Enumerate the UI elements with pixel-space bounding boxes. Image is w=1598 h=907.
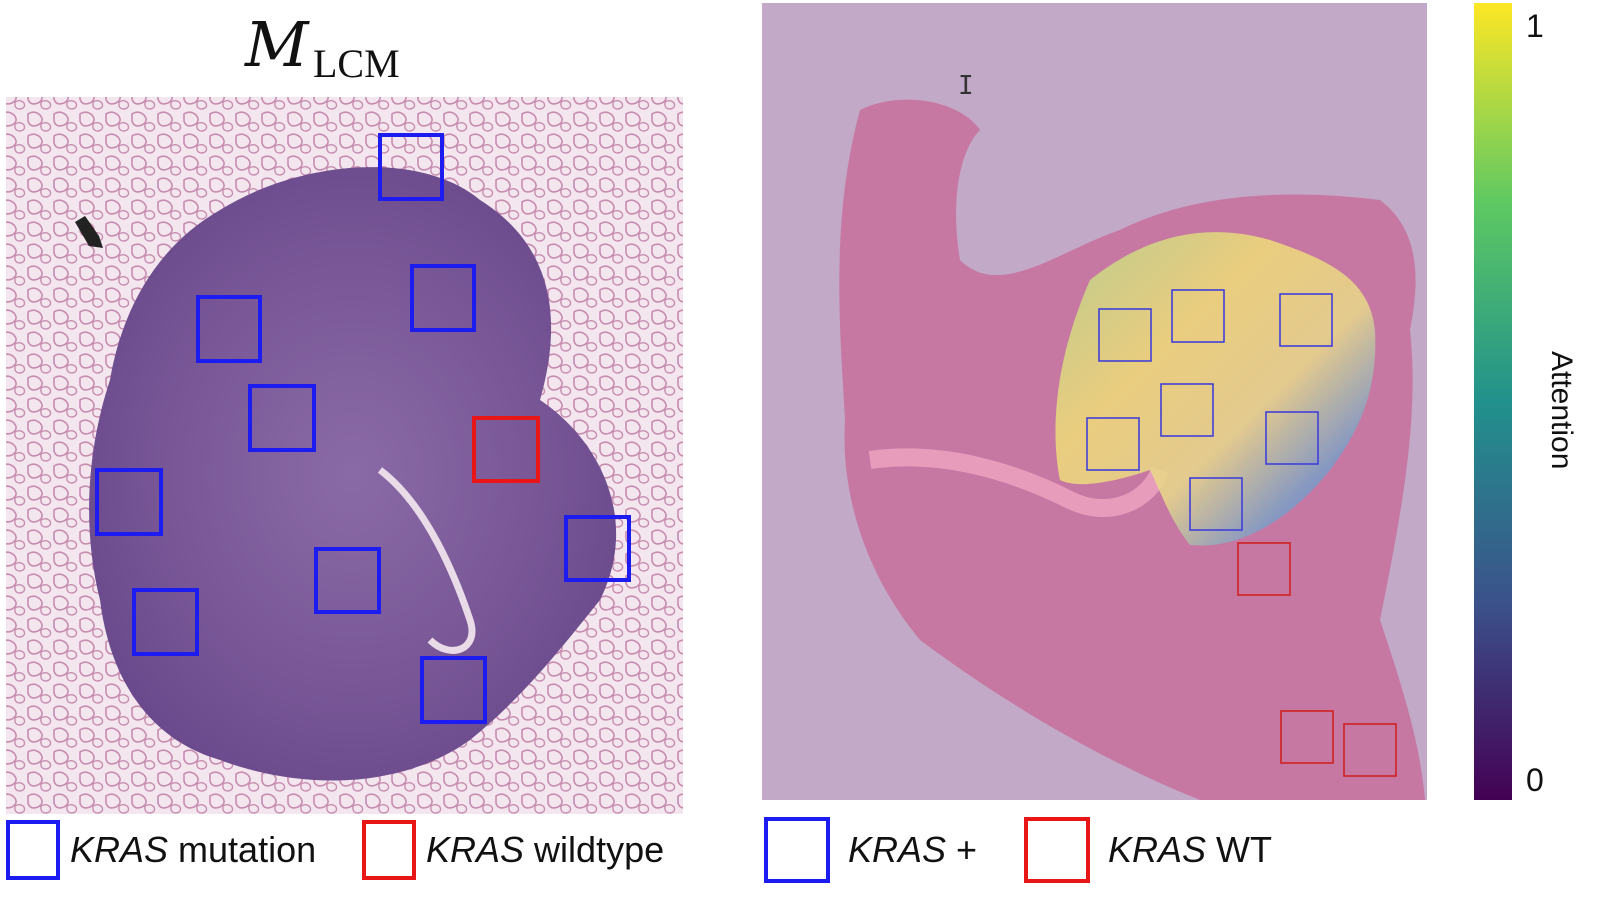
kras-positive-box [1279,293,1333,347]
cursor-icon: I [958,71,974,101]
colorbar-gradient [1474,3,1512,800]
kras-wildtype-box [472,416,540,483]
legend-blue-box [764,817,830,883]
legend-wt-text: KRAS WT [1108,829,1273,870]
tumor-region [89,167,617,781]
kras-mutation-box [410,264,476,332]
kras-mutation-box [196,295,262,363]
kras-positive-box [1171,289,1225,343]
vessel-band [868,448,1169,517]
kras-wt-box [1343,723,1397,777]
left-histology-panel [6,97,683,814]
kras-mutation-box [564,515,631,582]
tissue-fold [377,467,476,654]
kras-mutation-box [314,547,381,614]
panel-title: M LCM [245,8,465,86]
colorbar-tick-min: 0 [1526,762,1544,798]
kras-positive-box [1098,308,1152,362]
kras-mutation-box [132,588,199,656]
legend-blue-box [6,820,60,880]
right-attention-panel: I [762,3,1427,800]
colorbar-label: Attention [1545,350,1578,470]
legend-kras-positive: KRAS + [764,817,978,883]
kras-positive-box [1265,411,1319,465]
attention-heatmap [1055,232,1376,546]
kras-mutation-box [95,468,163,536]
legend-mutation-text: KRAS mutation [70,829,317,870]
title-main: M [245,8,309,81]
legend-red-box [362,820,416,880]
legend-kras-mutation: KRAS mutation [6,819,316,881]
legend-kras-wildtype: KRAS wildtype [362,819,664,881]
kras-positive-box [1189,477,1243,531]
kras-mutation-box [248,384,316,452]
legend-positive-text: KRAS + [848,829,978,870]
legend-wildtype-text: KRAS wildtype [426,829,665,870]
legend-kras-wt: KRAS WT [1024,817,1273,883]
legend-red-box [1024,817,1090,883]
kras-wt-box [1280,710,1334,764]
colorbar-tick-max: 1 [1526,8,1544,44]
kras-positive-box [1160,383,1214,437]
kras-wt-box [1237,542,1291,596]
dark-debris [75,216,103,248]
attention-colorbar [1474,3,1512,800]
kras-mutation-box [378,133,444,201]
kras-positive-box [1086,417,1140,471]
kras-mutation-box [420,656,487,724]
title-subscript: LCM [313,41,400,86]
